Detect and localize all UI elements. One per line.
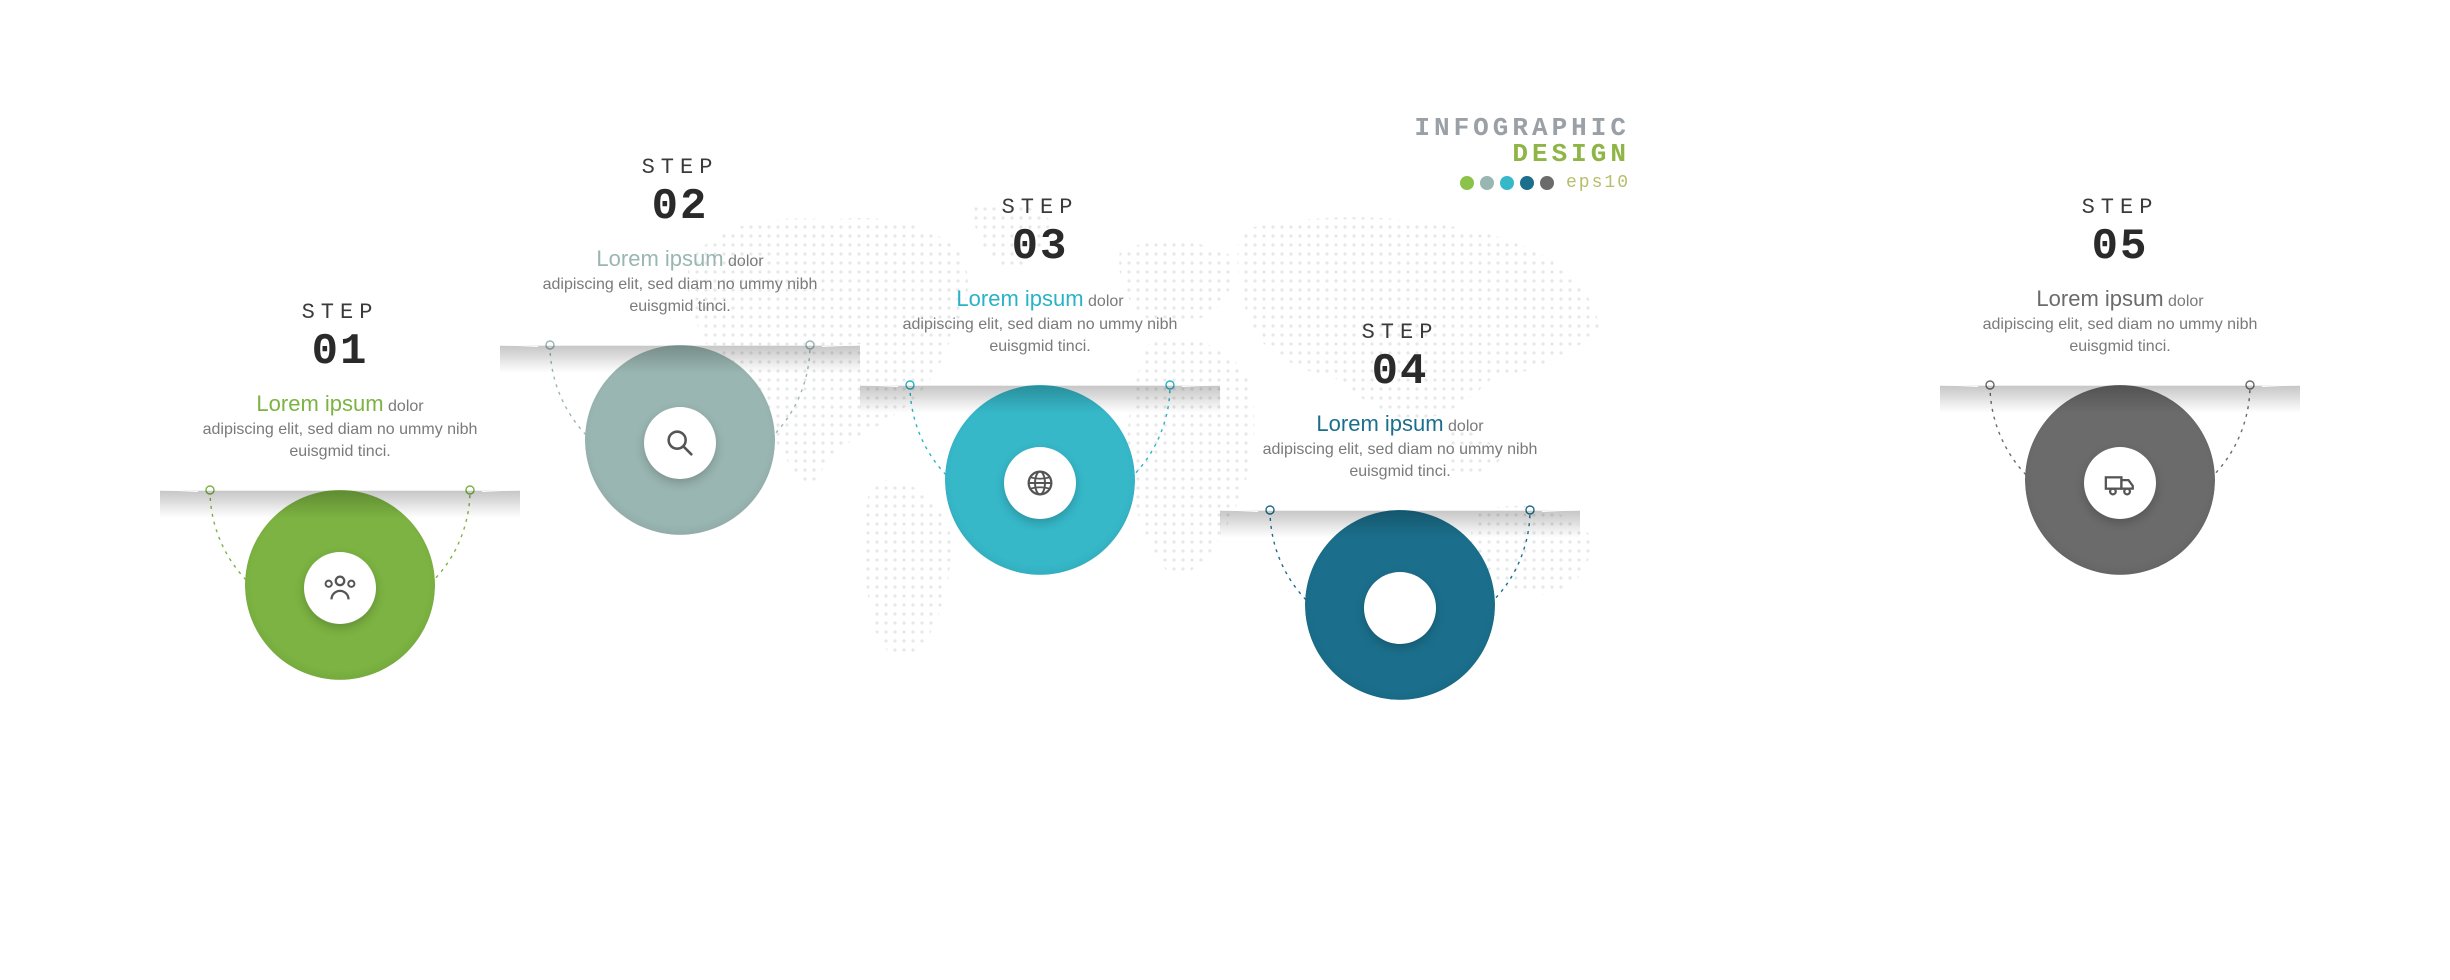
step-body: adipiscing elit, sed diam no ummy nibh e… [510, 274, 850, 319]
step-heading-rest: dolor [2168, 293, 2204, 310]
palette-dot [1460, 176, 1474, 190]
step-label: STEP [160, 300, 520, 325]
step-slot [1940, 385, 2300, 605]
globe-icon [1004, 447, 1076, 519]
truck-icon [2084, 447, 2156, 519]
step-slot [500, 345, 860, 565]
step-text: Lorem ipsum dolor adipiscing elit, sed d… [500, 246, 860, 319]
step-slot [1220, 510, 1580, 730]
step-number: 02 [500, 182, 860, 232]
step-label: STEP [500, 155, 860, 180]
palette-dots: eps10 [1414, 173, 1630, 193]
palette-dot [1480, 176, 1494, 190]
step-number: 03 [860, 222, 1220, 272]
search-icon [644, 407, 716, 479]
step-heading: Lorem ipsum [2036, 286, 2163, 311]
step-heading: Lorem ipsum [256, 391, 383, 416]
step-heading: Lorem ipsum [956, 286, 1083, 311]
step-05: STEP 05 Lorem ipsum dolor adipiscing eli… [1940, 195, 2300, 605]
slot-shadow [860, 385, 1220, 413]
step-body: adipiscing elit, sed diam no ummy nibh e… [1950, 314, 2290, 359]
step-number: 01 [160, 327, 520, 377]
target-icon [1364, 572, 1436, 644]
step-heading-rest: dolor [1448, 418, 1484, 435]
step-label: STEP [860, 195, 1220, 220]
step-label: STEP [1220, 320, 1580, 345]
step-slot [160, 490, 520, 710]
step-heading: Lorem ipsum [596, 246, 723, 271]
palette-dot [1500, 176, 1514, 190]
step-04: STEP 04 Lorem ipsum dolor adipiscing eli… [1220, 320, 1580, 730]
header-title-line1: INFOGRAPHIC [1414, 115, 1630, 141]
slot-shadow [1940, 385, 2300, 413]
header: INFOGRAPHIC DESIGN eps10 [1414, 115, 1630, 193]
step-text: Lorem ipsum dolor adipiscing elit, sed d… [1940, 286, 2300, 359]
step-slot [860, 385, 1220, 605]
step-text: Lorem ipsum dolor adipiscing elit, sed d… [1220, 411, 1580, 484]
step-body: adipiscing elit, sed diam no ummy nibh e… [1230, 439, 1570, 484]
slot-shadow [160, 490, 520, 518]
palette-dot [1520, 176, 1534, 190]
step-heading-rest: dolor [728, 253, 764, 270]
step-02: STEP 02 Lorem ipsum dolor adipiscing eli… [500, 155, 860, 565]
step-text: Lorem ipsum dolor adipiscing elit, sed d… [860, 286, 1220, 359]
step-number: 05 [1940, 222, 2300, 272]
step-03: STEP 03 Lorem ipsum dolor adipiscing eli… [860, 195, 1220, 605]
step-number: 04 [1220, 347, 1580, 397]
step-text: Lorem ipsum dolor adipiscing elit, sed d… [160, 391, 520, 464]
step-body: adipiscing elit, sed diam no ummy nibh e… [170, 419, 510, 464]
slot-shadow [500, 345, 860, 373]
step-body: adipiscing elit, sed diam no ummy nibh e… [870, 314, 1210, 359]
team-icon [304, 552, 376, 624]
palette-dot [1540, 176, 1554, 190]
header-title-line2: DESIGN [1414, 141, 1630, 167]
eps-label: eps10 [1566, 173, 1630, 193]
step-label: STEP [1940, 195, 2300, 220]
slot-shadow [1220, 510, 1580, 538]
step-heading-rest: dolor [388, 398, 424, 415]
step-heading: Lorem ipsum [1316, 411, 1443, 436]
step-01: STEP 01 Lorem ipsum dolor adipiscing eli… [160, 300, 520, 710]
step-heading-rest: dolor [1088, 293, 1124, 310]
